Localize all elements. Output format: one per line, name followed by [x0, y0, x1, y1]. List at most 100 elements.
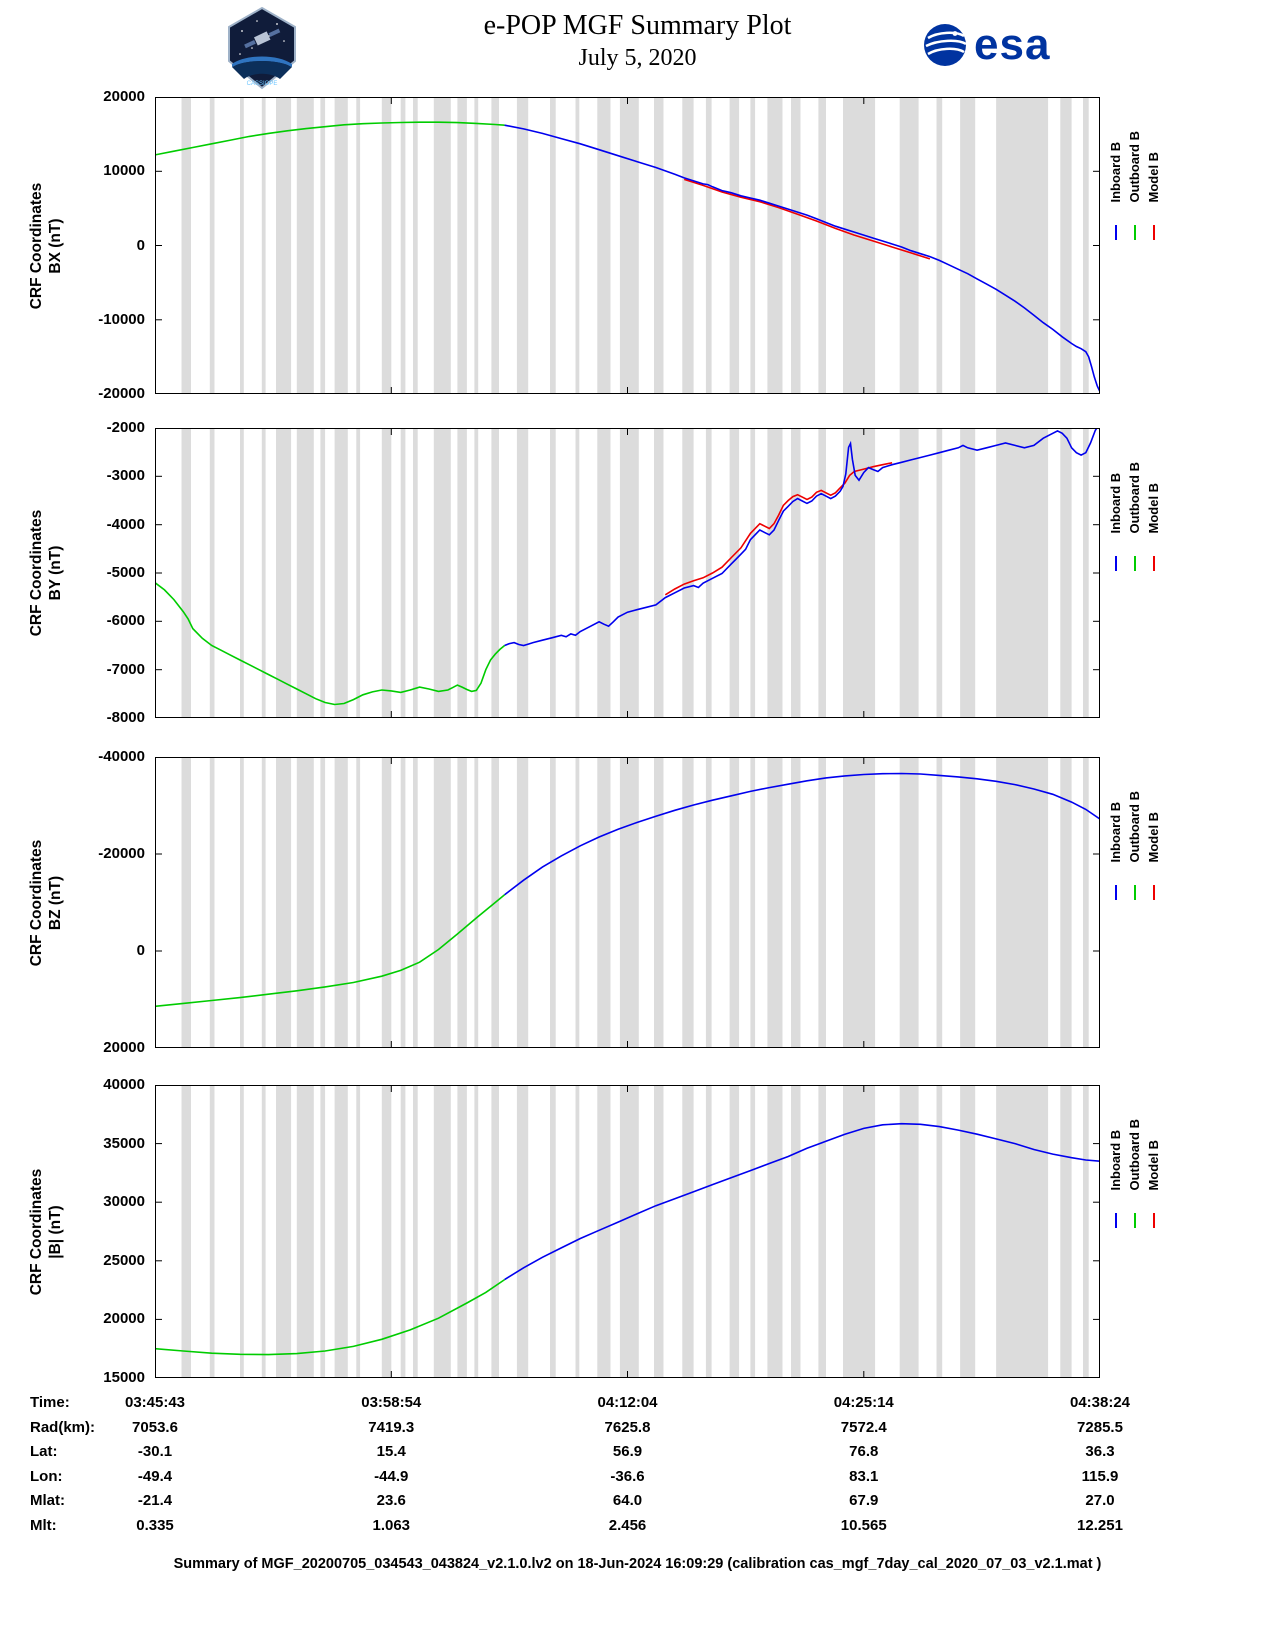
legend-mark-icon — [1114, 555, 1117, 571]
table-row-label: Time: — [30, 1394, 70, 1411]
legend-mark-icon — [1152, 1212, 1155, 1228]
table-cell: 15.4 — [376, 1443, 406, 1460]
legend-mark-icon — [1133, 224, 1136, 240]
table-row-label: Rad(km): — [30, 1418, 96, 1436]
y-tick-label: 25000 — [103, 1251, 145, 1269]
cassiope-patch-icon: CASSIOPE — [228, 6, 296, 90]
esa-wordmark: esa — [974, 20, 1051, 69]
table-cell: 7419.3 — [368, 1418, 415, 1436]
panel-legend: Inboard B Outboard B Model B — [1107, 1119, 1162, 1228]
y-tick-label: 0 — [136, 236, 145, 254]
legend-mark-icon — [1133, 884, 1136, 900]
y-tick-label: -40000 — [98, 748, 145, 765]
legend-mark-icon — [1133, 555, 1136, 571]
table-row-label: Mlat: — [30, 1492, 65, 1509]
table-cell: 2.456 — [608, 1516, 647, 1534]
legend-label: Model B — [1146, 1139, 1161, 1191]
table-cell: 04:12:04 — [597, 1394, 658, 1411]
panel-legend: Inboard B Outboard B Model B — [1107, 791, 1162, 900]
legend-mark-icon — [1152, 884, 1155, 900]
legend-mark-icon — [1152, 224, 1155, 240]
table-cell: 27.0 — [1085, 1492, 1115, 1509]
legend-label: Model B — [1146, 151, 1161, 203]
y-axis-label-by: CRF Coordinates BY (nT) — [28, 509, 64, 637]
table-cell: 115.9 — [1081, 1467, 1119, 1485]
title-block: e-POP MGF Summary Plot July 5, 2020 — [0, 10, 1275, 72]
y-tick-label: -7000 — [106, 660, 145, 678]
y-tick-label: -2000 — [106, 419, 145, 436]
table-cell: -21.4 — [137, 1492, 173, 1509]
legend-label: Inboard B — [1108, 141, 1123, 203]
page-date: July 5, 2020 — [578, 45, 697, 71]
page-title: e-POP MGF Summary Plot — [483, 10, 792, 41]
y-tick-label: 35000 — [103, 1134, 145, 1152]
table-cell: -30.1 — [137, 1443, 173, 1460]
y-tick-label: 30000 — [103, 1193, 145, 1211]
y-tick-label: 15000 — [103, 1369, 145, 1386]
y-axis-label-bx: CRF Coordinates BX (nT) — [28, 182, 64, 309]
y-tick-label: 20000 — [103, 88, 145, 105]
legend-mark-icon — [1114, 1212, 1117, 1228]
legend-label: Outboard B — [1127, 131, 1142, 203]
y-axis-label-bz: CRF Coordinates BZ (nT) — [28, 839, 64, 966]
table-cell: 23.6 — [376, 1492, 406, 1509]
table-cell: -44.9 — [374, 1467, 409, 1485]
esa-logo: esa — [922, 22, 1050, 68]
y-tick-label: -3000 — [106, 467, 145, 485]
legend-label: Model B — [1146, 482, 1161, 534]
y-tick-label: 20000 — [103, 1039, 145, 1056]
esa-globe-icon — [924, 24, 967, 66]
table-cell: 36.3 — [1085, 1443, 1115, 1460]
table-cell: 1.063 — [372, 1516, 411, 1534]
cassiope-mission-patch: CASSIOPE — [222, 6, 302, 95]
panel-legend: Inboard B Outboard B Model B — [1107, 462, 1162, 571]
legend-mark-icon — [1133, 1212, 1136, 1228]
panel-bx-plot — [155, 97, 1100, 394]
panel-legend: Inboard B Outboard B Model B — [1107, 131, 1162, 240]
patch-text: CASSIOPE — [247, 81, 278, 87]
legend-label: Inboard B — [1108, 472, 1123, 534]
table-cell: 7625.8 — [604, 1418, 651, 1436]
table-cell: 12.251 — [1077, 1516, 1123, 1534]
y-tick-label: 40000 — [103, 1076, 145, 1093]
table-cell: -36.6 — [610, 1467, 645, 1485]
table-cell: 67.9 — [849, 1492, 879, 1509]
table-cell: 7285.5 — [1077, 1418, 1123, 1436]
y-axis-label-bmag: CRF Coordinates |B| (nT) — [28, 1168, 64, 1295]
table-cell: 56.9 — [612, 1443, 643, 1460]
legend-label: Inboard B — [1108, 801, 1123, 863]
table-cell: 64.0 — [612, 1492, 643, 1509]
table-cell: 03:45:43 — [124, 1394, 186, 1411]
panel-bz-plot — [155, 757, 1100, 1048]
y-tick-label: -20000 — [98, 385, 145, 402]
table-row-label: Lon: — [30, 1467, 63, 1485]
panel-by-plot — [155, 428, 1100, 718]
panel-bmag-plot — [155, 1085, 1100, 1378]
legend-mark-icon — [1114, 884, 1117, 900]
legend-mark-icon — [1114, 224, 1117, 240]
y-tick-label: -20000 — [98, 845, 145, 862]
y-tick-label: -5000 — [106, 564, 145, 581]
table-cell: 7053.6 — [132, 1418, 178, 1436]
table-cell: 7572.4 — [840, 1418, 887, 1436]
table-cell: 04:38:24 — [1069, 1394, 1131, 1411]
y-tick-label: 20000 — [103, 1310, 145, 1328]
legend-mark-icon — [1152, 555, 1155, 571]
table-cell: -49.4 — [137, 1467, 173, 1485]
table-cell: 10.565 — [840, 1516, 887, 1534]
table-cell: 03:58:54 — [361, 1394, 422, 1411]
y-tick-label: 10000 — [103, 162, 145, 180]
y-tick-label: -4000 — [106, 515, 145, 533]
table-row-label: Lat: — [30, 1443, 58, 1460]
y-tick-label: -8000 — [106, 709, 145, 726]
legend-label: Outboard B — [1127, 791, 1142, 863]
table-row-label: Mlt: — [30, 1516, 57, 1534]
table-cell: 76.8 — [849, 1443, 879, 1460]
legend-label: Outboard B — [1127, 1119, 1142, 1191]
table-cell: 83.1 — [849, 1467, 879, 1485]
y-tick-label: -10000 — [98, 310, 145, 328]
y-tick-label: 0 — [136, 942, 145, 959]
summary-footer: Summary of MGF_20200705_034543_043824_v2… — [173, 1556, 1102, 1572]
legend-label: Model B — [1146, 811, 1161, 863]
